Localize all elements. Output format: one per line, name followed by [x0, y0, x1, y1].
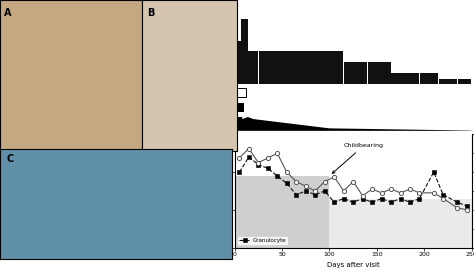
Bar [392, 73, 419, 84]
Polygon shape [235, 117, 472, 131]
Granulocyte [274, 174, 280, 178]
Granulocyte [312, 193, 318, 196]
Legend: Granulocyte: Granulocyte [237, 236, 288, 245]
Y-axis label: Arthralgia: Arthralgia [201, 90, 232, 95]
Granulocyte [255, 163, 261, 166]
Text: Childbearing: Childbearing [332, 143, 383, 173]
Granulocyte [265, 167, 271, 170]
Text: D: D [201, 0, 211, 2]
Granulocyte [284, 182, 290, 185]
Granulocyte [388, 201, 394, 204]
Granulocyte [398, 197, 403, 200]
Bar [419, 73, 438, 84]
Granulocyte [464, 204, 470, 208]
Granulocyte [431, 170, 437, 174]
Bar [241, 19, 248, 84]
Bar [438, 79, 457, 84]
Bar [235, 40, 241, 84]
Y-axis label: Number of granulocytes (cells/μl): Number of granulocytes (cells/μl) [205, 147, 210, 235]
Y-axis label: Breast
lesions: Breast lesions [210, 119, 232, 129]
Bar [457, 79, 472, 84]
Granulocyte [303, 189, 309, 192]
Text: C: C [7, 154, 14, 164]
Bar [344, 62, 367, 84]
Granulocyte [237, 170, 242, 174]
Granulocyte [322, 189, 328, 192]
Bar [235, 88, 246, 97]
Bar [258, 51, 277, 84]
Bar [320, 51, 343, 84]
Bar [248, 51, 258, 84]
Text: A: A [4, 7, 12, 18]
Granulocyte [455, 201, 460, 204]
Granulocyte [246, 155, 252, 159]
Y-axis label: Dose of PSL
(mg/day): Dose of PSL (mg/day) [210, 28, 221, 64]
Text: B: B [147, 7, 155, 18]
X-axis label: Days after visit: Days after visit [327, 262, 380, 268]
Granulocyte [379, 197, 384, 200]
Bar [235, 103, 244, 112]
Bar [277, 51, 296, 84]
Granulocyte [407, 201, 413, 204]
Granulocyte [293, 193, 299, 196]
Granulocyte [331, 201, 337, 204]
Y-axis label: EN: EN [223, 105, 232, 110]
Granulocyte [350, 201, 356, 204]
Granulocyte [341, 197, 346, 200]
Granulocyte [417, 197, 422, 200]
Granulocyte [369, 201, 375, 204]
Granulocyte [360, 197, 365, 200]
Bar [368, 62, 391, 84]
Bar [297, 51, 319, 84]
Line: Granulocyte: Granulocyte [237, 155, 469, 208]
Granulocyte [440, 193, 446, 196]
